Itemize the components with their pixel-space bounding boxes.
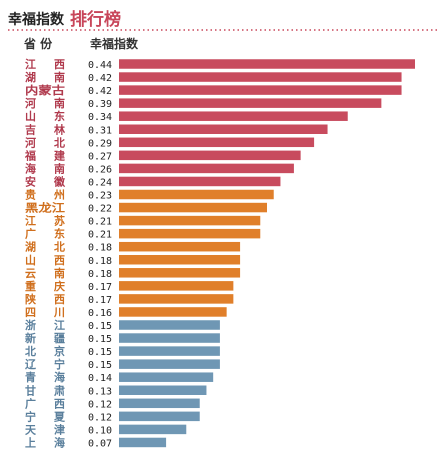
value-label: 0.15 [88, 360, 112, 371]
value-label: 0.15 [88, 321, 112, 332]
bar [119, 385, 207, 395]
value-label: 0.10 [88, 425, 112, 436]
bar [119, 268, 241, 278]
value-label: 0.21 [88, 230, 112, 241]
value-label: 0.27 [88, 151, 112, 162]
chart-title: 幸福指数 [8, 11, 65, 28]
value-label: 0.15 [88, 334, 112, 345]
value-label: 0.14 [88, 373, 112, 384]
province-label: 江西 [25, 57, 65, 71]
province-label: 云南 [25, 266, 65, 280]
bar-rows: 江西 0.44 湖南 0.42 内蒙古 0.42 河南 0.39 山东 0.34 吉林 0.31 河北 0… [24, 57, 415, 449]
bar [119, 398, 200, 409]
bar [119, 320, 220, 330]
bar [119, 163, 294, 174]
value-label: 0.39 [88, 99, 112, 110]
bar [119, 85, 402, 95]
province-label: 浙江 [25, 318, 65, 332]
province-label: 陕西 [25, 292, 65, 306]
province-label: 新疆 [25, 331, 65, 345]
value-label: 0.22 [88, 204, 112, 215]
province-label: 甘肃 [25, 383, 65, 397]
value-label: 0.18 [88, 243, 112, 254]
bar [119, 215, 261, 226]
value-label: 0.31 [88, 125, 112, 136]
province-label: 江苏 [25, 214, 65, 228]
column-header-index: 幸福指数 [90, 36, 139, 51]
value-label: 0.16 [88, 308, 112, 319]
value-label: 0.29 [88, 138, 112, 149]
bar [119, 437, 167, 448]
bar [119, 111, 348, 121]
bar [119, 137, 315, 148]
province-label: 四川 [25, 306, 65, 319]
province-label: 辽宁 [25, 357, 65, 371]
value-label: 0.17 [88, 295, 112, 306]
value-label: 0.07 [88, 438, 112, 449]
value-label: 0.18 [88, 256, 112, 267]
bar [119, 228, 261, 239]
value-label: 0.12 [88, 399, 112, 410]
province-label: 内蒙古 [25, 83, 65, 97]
province-label: 福建 [24, 148, 66, 162]
value-label: 0.34 [88, 112, 112, 123]
column-header-province: 省 份 [23, 36, 53, 51]
value-label: 0.13 [88, 386, 112, 397]
bar [119, 346, 220, 356]
bar [119, 372, 214, 382]
province-label: 湖北 [25, 240, 65, 254]
province-label: 宁夏 [25, 409, 66, 423]
bar [119, 411, 200, 422]
bar [119, 176, 281, 187]
value-label: 0.26 [88, 164, 112, 175]
bar [119, 72, 402, 82]
province-label: 北京 [25, 344, 65, 358]
bar [119, 294, 234, 304]
value-label: 0.18 [88, 269, 112, 280]
province-label: 天津 [25, 422, 65, 436]
value-label: 0.44 [88, 60, 112, 71]
province-label: 海南 [25, 161, 65, 175]
province-label: 广东 [25, 227, 65, 241]
value-label: 0.17 [88, 282, 112, 293]
value-label: 0.23 [88, 191, 112, 202]
bar [119, 150, 301, 161]
province-label: 贵州 [25, 188, 65, 202]
province-label: 重庆 [25, 279, 65, 293]
bar [119, 307, 227, 317]
bar [119, 202, 267, 213]
value-label: 0.42 [88, 86, 112, 97]
province-label: 广西 [25, 396, 65, 410]
bar [119, 333, 220, 343]
province-label: 青海 [25, 370, 65, 384]
bar [119, 124, 328, 134]
province-label: 河南 [25, 96, 65, 110]
province-label: 山西 [25, 253, 65, 267]
bar [119, 98, 382, 108]
province-label: 上海 [25, 435, 65, 449]
bar [119, 241, 241, 252]
province-label: 河北 [25, 135, 65, 149]
value-label: 0.21 [88, 217, 112, 228]
bar [119, 424, 187, 435]
province-label: 黑龙江 [25, 201, 65, 215]
province-label: 安徽 [25, 174, 66, 188]
bar [119, 359, 220, 369]
bar [119, 189, 274, 200]
value-label: 0.15 [88, 347, 112, 358]
value-label: 0.42 [88, 73, 112, 84]
province-label: 湖南 [25, 70, 65, 84]
bar [119, 281, 234, 291]
bar [119, 59, 415, 69]
value-label: 0.24 [88, 177, 112, 188]
value-label: 0.12 [88, 412, 112, 423]
province-label: 吉林 [25, 122, 65, 136]
chart-title-accent: 排行榜 [70, 9, 121, 30]
province-label: 山东 [25, 109, 65, 123]
bar [119, 255, 241, 265]
